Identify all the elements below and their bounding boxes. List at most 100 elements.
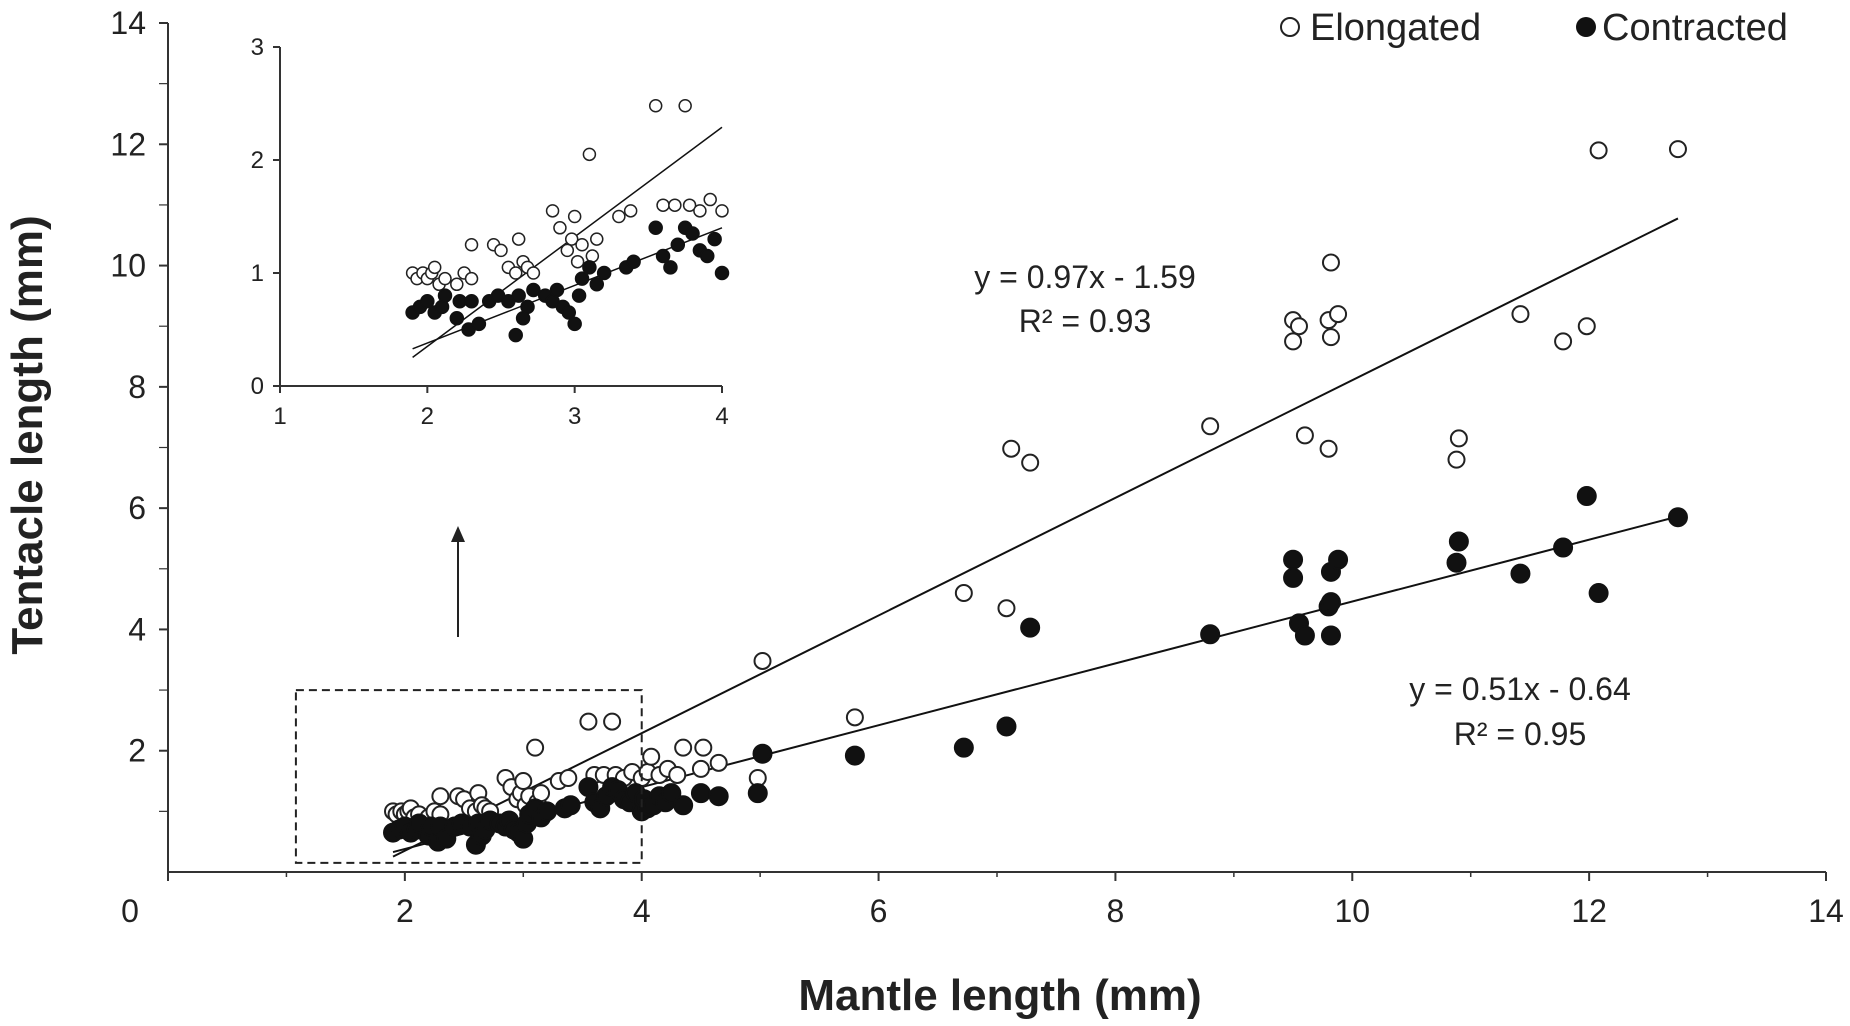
elongated-point — [845, 708, 864, 727]
contracted-point — [1553, 537, 1574, 558]
contracted-point — [844, 745, 865, 766]
elongated-point — [1554, 332, 1573, 351]
inset-contracted-point — [648, 220, 663, 236]
main-data-points — [383, 140, 1688, 855]
y-tick-label: 12 — [110, 126, 146, 162]
fit-r2-elongated: R² = 0.93 — [1019, 303, 1152, 339]
contracted-point — [752, 743, 773, 764]
inset-elongated-point — [553, 221, 567, 235]
contracted-point — [708, 786, 729, 807]
inset-y-tick-label: 1 — [251, 260, 264, 287]
inset-contracted-point — [561, 305, 577, 320]
inset-elongated-point — [564, 232, 579, 246]
x-tick-label: 0 — [121, 893, 139, 929]
inset-elongated-point — [715, 204, 729, 218]
elongated-point — [526, 738, 545, 757]
x-tick-label: 12 — [1571, 893, 1607, 929]
inset-y-tick-label: 0 — [251, 373, 264, 400]
inset-contracted-point — [520, 299, 535, 315]
inset-elongated-point — [668, 198, 682, 212]
y-tick-label: 14 — [110, 5, 146, 41]
elongated-point — [1511, 305, 1530, 324]
inset-contracted-point — [582, 260, 597, 275]
y-tick-label: 4 — [128, 611, 146, 647]
inset-contracted-point — [567, 316, 582, 332]
contracted-point — [673, 795, 694, 816]
fit-line-elongated — [392, 217, 1679, 858]
inset-contracted-point — [714, 265, 730, 281]
inset-contracted-point — [511, 288, 526, 303]
inset-contracted-point — [670, 237, 686, 252]
inset-contracted-point — [571, 288, 587, 303]
elongated-point — [603, 712, 622, 731]
inset-elongated-point — [570, 254, 585, 269]
elongated-point — [514, 772, 533, 791]
inset-elongated-point — [678, 99, 692, 113]
y-tick-label: 2 — [128, 733, 146, 769]
inset-elongated-point — [511, 232, 526, 246]
inset-elongated-point — [438, 271, 452, 286]
legend-marker-elongated — [1280, 17, 1300, 37]
inset-contracted-point — [449, 310, 465, 326]
contracted-point — [1667, 507, 1688, 528]
elongated-point — [1289, 317, 1308, 336]
x-axis-title: Mantle length (mm) — [798, 971, 1201, 1020]
inset-elongated-point — [612, 209, 626, 224]
inset-elongated-point — [656, 198, 670, 212]
elongated-point — [1668, 140, 1687, 159]
elongated-point — [1449, 429, 1468, 448]
inset-elongated-point — [648, 99, 663, 113]
x-tick-label: 8 — [1107, 893, 1125, 929]
inset-elongated-point — [508, 266, 523, 280]
elongated-point — [1321, 328, 1340, 347]
inset-x-tick-label: 2 — [421, 403, 434, 430]
inset-elongated-point — [693, 204, 707, 218]
inset-contracted-point — [508, 327, 523, 343]
fit-equation-elongated: y = 0.97x - 1.59 — [974, 259, 1195, 295]
zoom-box-layer — [294, 526, 643, 864]
y-tick-label: 8 — [128, 369, 146, 405]
elongated-point — [1447, 450, 1466, 469]
inset-contracted-point — [685, 226, 700, 241]
zoom-arrow-head — [451, 526, 465, 542]
inset-contracted-point — [574, 271, 590, 286]
inset-contracted-point — [420, 294, 435, 309]
contracted-point — [661, 783, 682, 804]
fit-equation-contracted: y = 0.51x - 0.64 — [1409, 671, 1630, 707]
inset-elongated-point — [526, 266, 541, 280]
inset-contracted-point — [626, 254, 641, 269]
inset-elongated-point — [545, 204, 560, 218]
inset-elongated-point — [582, 147, 597, 162]
elongated-point — [1021, 453, 1040, 472]
inset-contracted-point — [471, 316, 487, 332]
inset-elongated-point — [427, 260, 442, 275]
elongated-point — [753, 651, 772, 670]
y-axis-title: Tentacle length (mm) — [3, 215, 52, 654]
inset-contracted-point — [707, 231, 722, 247]
inset-contracted-point — [596, 265, 612, 281]
elongated-point — [579, 712, 598, 731]
inset-elongated-point — [464, 271, 479, 286]
inset-contracted-point — [526, 282, 541, 298]
y-tick-label: 6 — [128, 490, 146, 526]
x-tick-label: 4 — [633, 893, 651, 929]
elongated-point — [709, 753, 728, 772]
inset-elongated-point — [560, 243, 575, 258]
contracted-point — [953, 737, 974, 758]
contracted-point — [747, 783, 768, 804]
contracted-point — [1510, 563, 1531, 584]
fit-r2-contracted: R² = 0.95 — [1454, 716, 1587, 752]
x-tick-label: 14 — [1808, 893, 1844, 929]
y-tick-label: 10 — [110, 248, 146, 284]
elongated-point — [642, 747, 661, 766]
contracted-point — [1328, 549, 1349, 570]
elongated-point — [1201, 417, 1220, 436]
inset-x-tick-label: 1 — [273, 403, 286, 430]
legend-label-elongated: Elongated — [1310, 7, 1481, 49]
contracted-point — [1588, 583, 1609, 604]
inset-contracted-point — [464, 294, 479, 309]
zoom-region-box — [294, 689, 643, 864]
x-tick-label: 2 — [396, 893, 414, 929]
